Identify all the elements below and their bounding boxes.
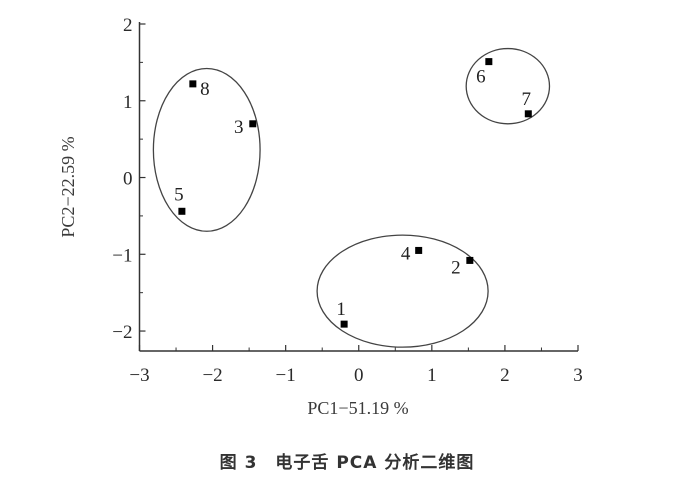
point-label-5: 5 — [174, 184, 184, 205]
group-ellipse — [465, 47, 551, 125]
point-label-2: 2 — [451, 257, 461, 278]
data-point-5 — [178, 207, 186, 215]
point-label-3: 3 — [234, 117, 244, 138]
data-point-4 — [415, 246, 423, 254]
point-label-6: 6 — [476, 67, 486, 88]
axes: −3 −2 −1 0 1 2 3 2 1 0 −1 −2 — [112, 15, 582, 386]
y-axis-label: PC2−22.59 % — [58, 136, 78, 237]
x-tick-label: −1 — [276, 365, 296, 386]
group-ellipses — [152, 47, 551, 348]
point-label-7: 7 — [522, 89, 532, 110]
point-label-4: 4 — [401, 243, 411, 264]
y-tick-label: −2 — [112, 322, 132, 343]
data-point-8 — [189, 80, 197, 88]
y-tick-label: 1 — [123, 92, 133, 113]
data-point-1 — [340, 320, 348, 328]
y-tick-label: 2 — [123, 15, 133, 36]
x-tick-label: 3 — [573, 365, 583, 386]
group-ellipse — [152, 67, 261, 232]
data-point-2 — [466, 256, 474, 264]
x-axis-label: PC1−51.19 % — [307, 398, 408, 418]
y-tick-label: −1 — [112, 245, 132, 266]
point-label-8: 8 — [200, 79, 210, 100]
data-point-7 — [524, 110, 532, 118]
x-tick-label: −2 — [202, 365, 222, 386]
x-tick-label: 0 — [354, 365, 364, 386]
data-point-3 — [249, 120, 257, 128]
y-tick-label: 0 — [123, 169, 133, 190]
x-tick-label: −3 — [129, 365, 149, 386]
figure-caption: 图 3 电子舌 PCA 分析二维图 — [219, 453, 475, 473]
data-point-6 — [485, 58, 493, 66]
point-label-1: 1 — [336, 299, 346, 320]
x-tick-label: 1 — [427, 365, 437, 386]
data-points: 1 2 3 4 5 6 7 8 — [174, 58, 532, 328]
x-tick-label: 2 — [500, 365, 510, 386]
group-ellipse — [316, 234, 489, 348]
